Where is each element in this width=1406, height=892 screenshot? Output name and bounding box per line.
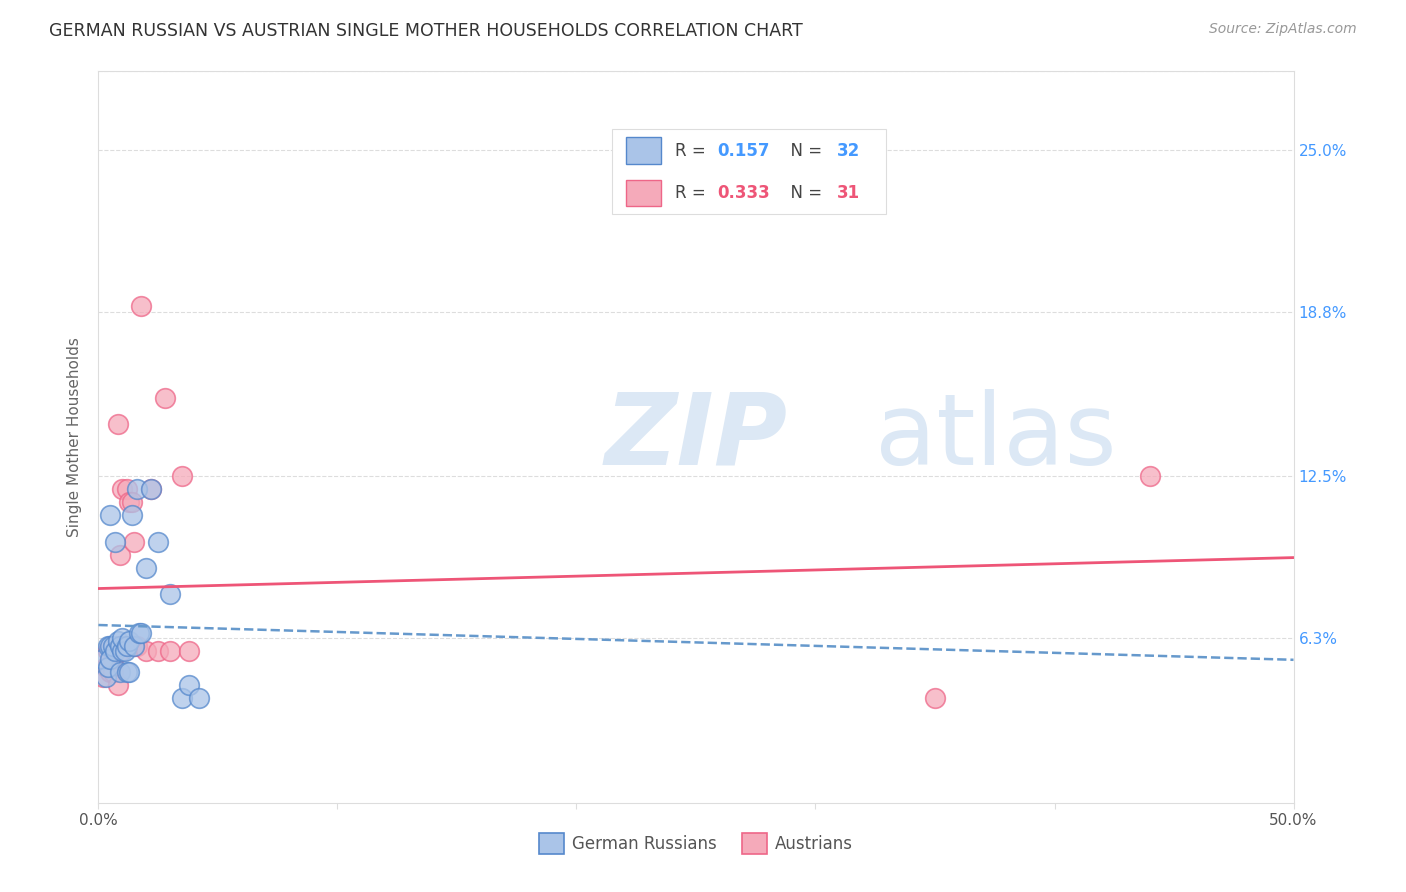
Point xyxy=(101,639,124,653)
Point xyxy=(98,508,122,523)
Y-axis label: Single Mother Households: Single Mother Households xyxy=(67,337,83,537)
Point xyxy=(121,508,143,523)
Point xyxy=(172,691,194,706)
Point xyxy=(139,483,162,497)
Point xyxy=(128,626,150,640)
Point xyxy=(98,639,122,653)
Text: N =: N = xyxy=(780,184,828,202)
Point xyxy=(179,644,201,658)
Point xyxy=(179,678,201,692)
Point xyxy=(98,665,122,680)
Point xyxy=(104,534,127,549)
Point xyxy=(97,660,120,674)
Point xyxy=(115,483,138,497)
Point xyxy=(115,665,138,680)
Point xyxy=(924,691,946,706)
Point xyxy=(118,665,141,680)
Point xyxy=(124,639,146,653)
Point xyxy=(98,652,122,666)
Point xyxy=(107,417,129,431)
Text: 0.333: 0.333 xyxy=(717,184,770,202)
Point xyxy=(155,391,177,405)
Point xyxy=(91,652,114,666)
Point xyxy=(172,469,194,483)
Point xyxy=(94,660,117,674)
Point xyxy=(97,644,120,658)
Point xyxy=(111,639,134,653)
Point xyxy=(94,670,117,684)
Point xyxy=(111,644,134,658)
Point xyxy=(101,665,124,680)
Point xyxy=(1139,469,1161,483)
Text: ZIP: ZIP xyxy=(605,389,787,485)
Point xyxy=(104,644,127,658)
Point xyxy=(114,644,136,658)
Point xyxy=(111,632,134,646)
Point xyxy=(124,639,146,653)
Point xyxy=(148,644,170,658)
Point xyxy=(125,639,148,653)
Point xyxy=(139,483,162,497)
Point xyxy=(104,644,127,658)
Point xyxy=(108,665,131,680)
Text: R =: R = xyxy=(675,184,711,202)
Text: R =: R = xyxy=(675,142,711,160)
Point xyxy=(108,639,131,653)
Point xyxy=(125,483,148,497)
Point xyxy=(124,534,146,549)
Text: 31: 31 xyxy=(837,184,859,202)
Legend: German Russians, Austrians: German Russians, Austrians xyxy=(531,827,860,860)
Text: Source: ZipAtlas.com: Source: ZipAtlas.com xyxy=(1209,22,1357,37)
Point xyxy=(131,626,153,640)
Point xyxy=(148,534,170,549)
Point xyxy=(107,633,129,648)
Text: atlas: atlas xyxy=(876,389,1116,485)
Point xyxy=(187,691,209,706)
Point xyxy=(121,495,143,509)
Point xyxy=(97,639,120,653)
Point xyxy=(115,639,138,653)
Text: N =: N = xyxy=(780,142,828,160)
Point xyxy=(159,587,181,601)
Point xyxy=(114,639,136,653)
Point xyxy=(111,483,134,497)
Point xyxy=(159,644,181,658)
Point xyxy=(131,300,153,314)
Point xyxy=(91,670,114,684)
Point xyxy=(118,495,141,509)
Point xyxy=(108,644,131,658)
Point xyxy=(135,560,157,574)
Point xyxy=(107,678,129,692)
Text: GERMAN RUSSIAN VS AUSTRIAN SINGLE MOTHER HOUSEHOLDS CORRELATION CHART: GERMAN RUSSIAN VS AUSTRIAN SINGLE MOTHER… xyxy=(49,22,803,40)
Point xyxy=(104,639,127,653)
Text: 0.157: 0.157 xyxy=(717,142,769,160)
Point xyxy=(108,548,131,562)
Point xyxy=(135,644,157,658)
Point xyxy=(118,633,141,648)
Text: 32: 32 xyxy=(837,142,860,160)
Point xyxy=(101,652,124,666)
